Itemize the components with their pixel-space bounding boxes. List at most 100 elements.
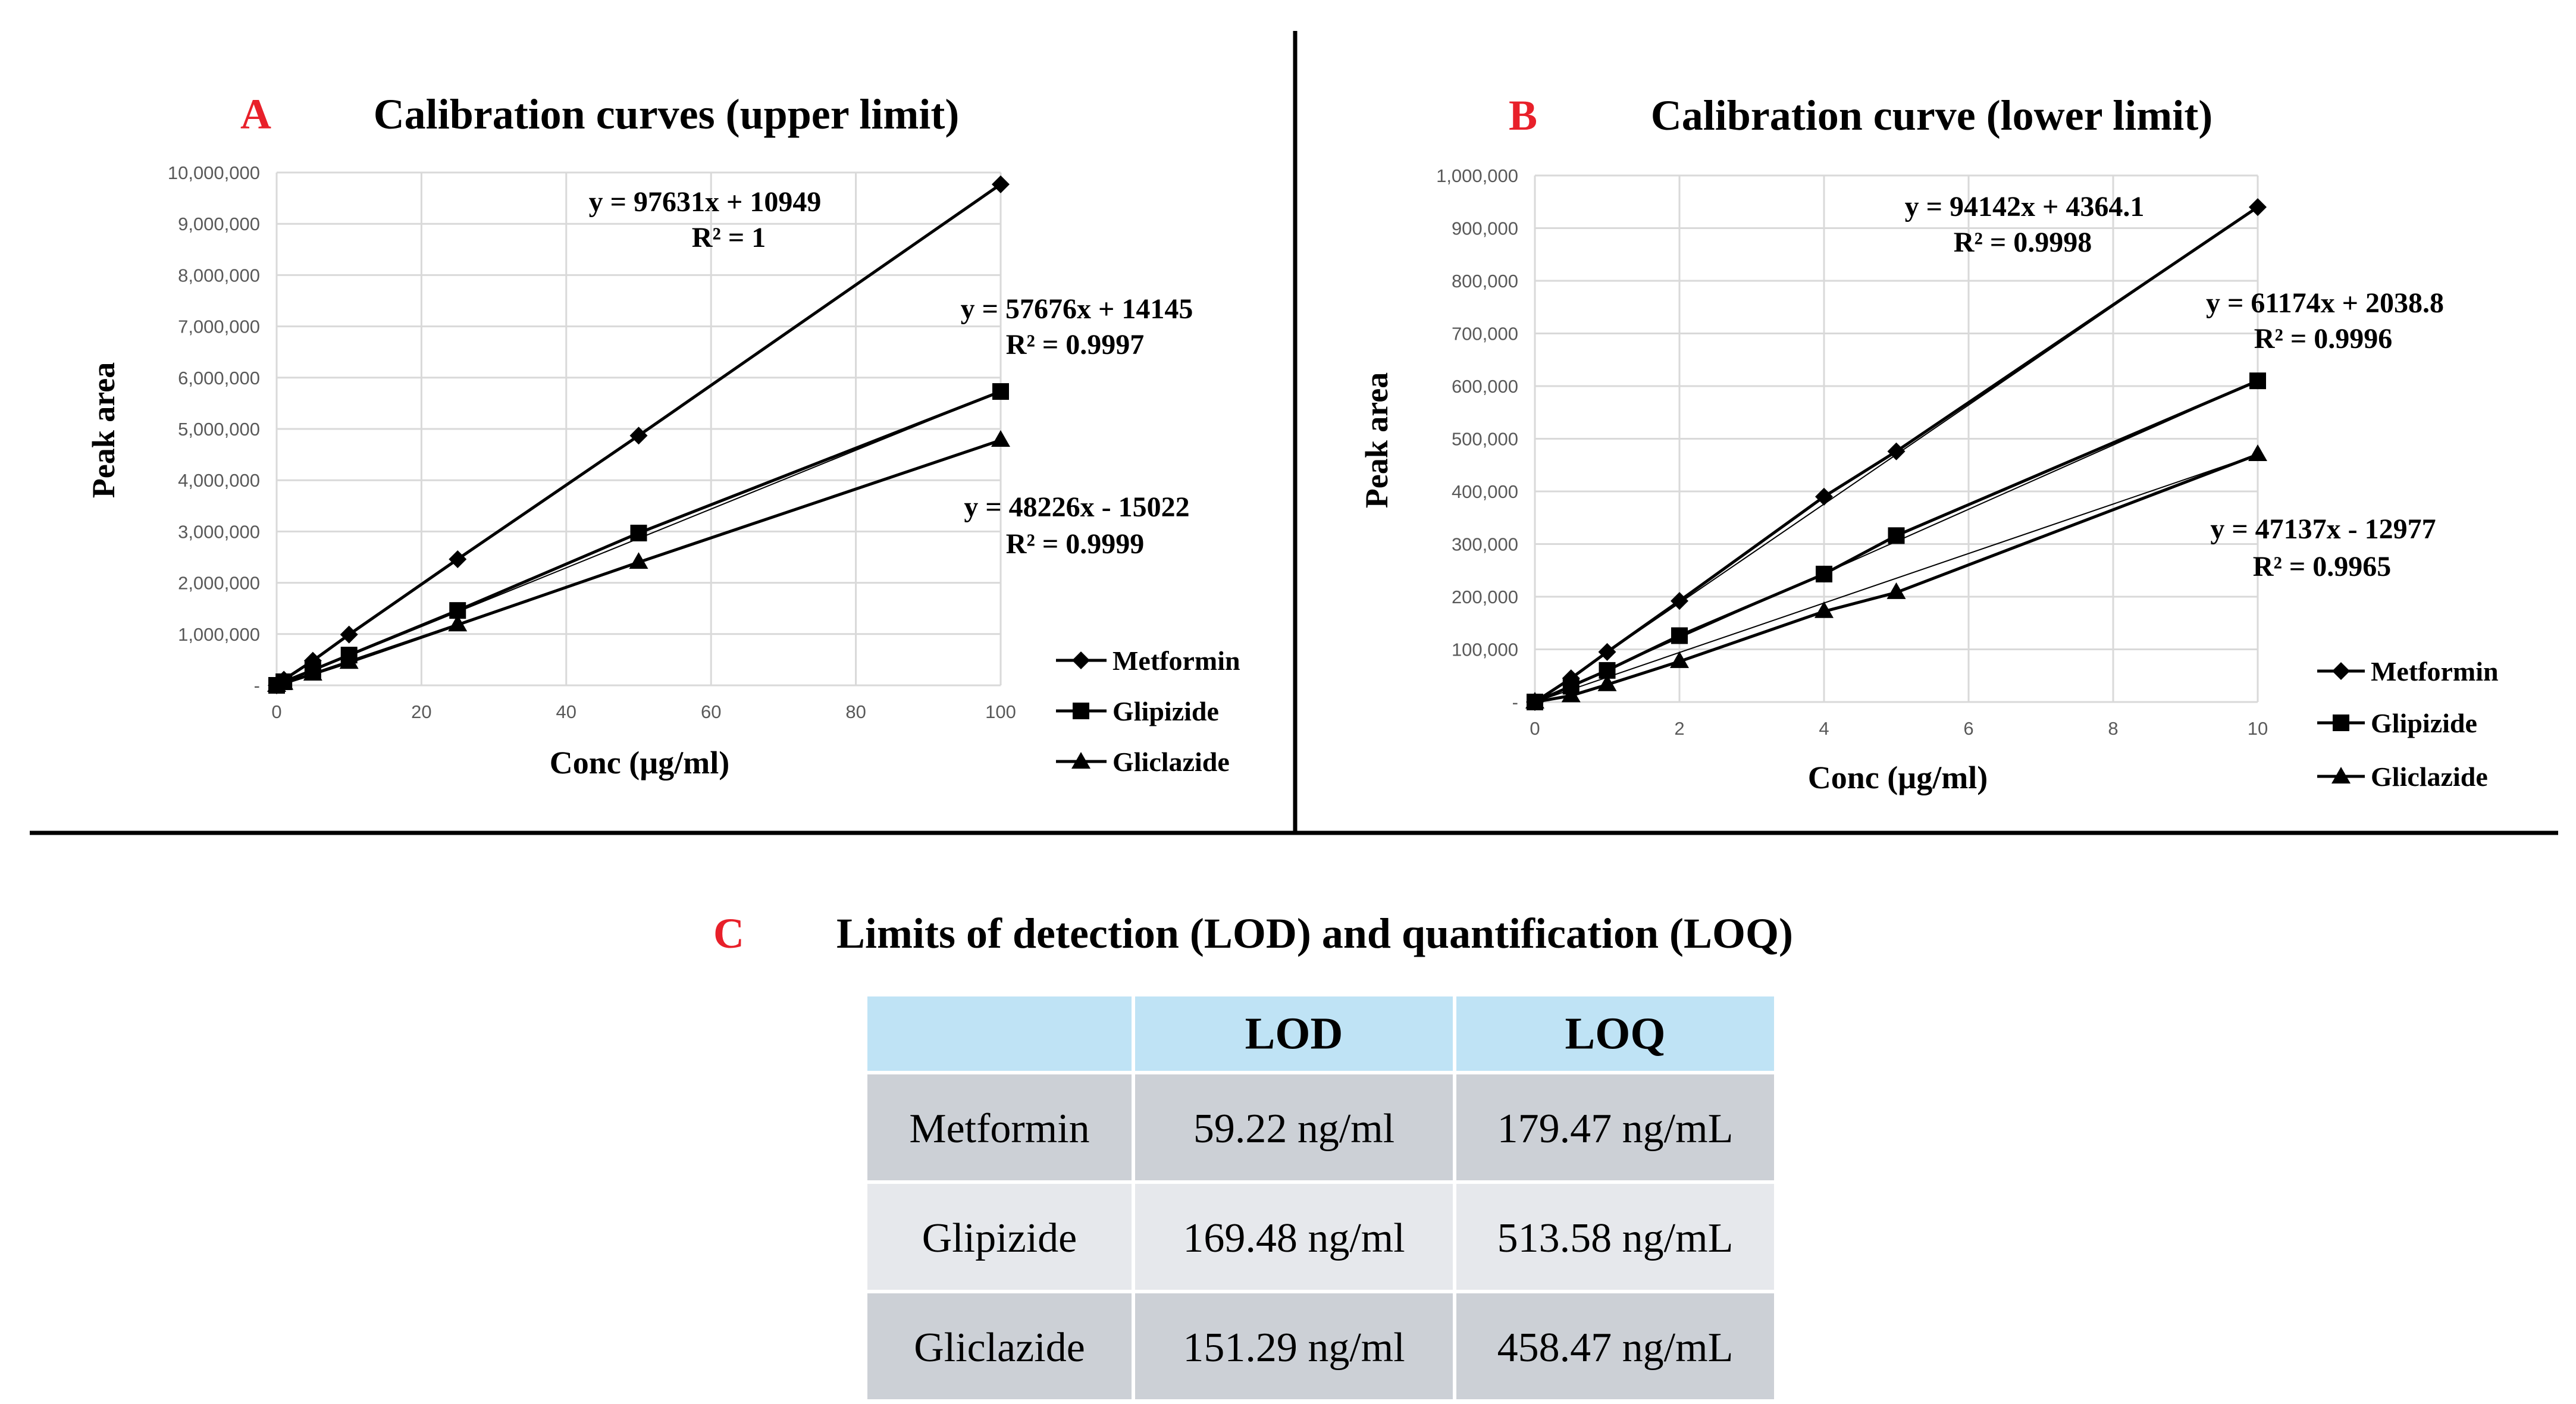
panel-a-equation-glipizide-line2: R² = 0.9997 xyxy=(1006,329,1144,361)
panel-b-x-tick-label: 0 xyxy=(1530,718,1540,739)
panel-b-legend-glipizide-label: Glipizide xyxy=(2371,708,2477,738)
panel-a-legend-gliclazide: Gliclazide xyxy=(1056,747,1230,777)
panel-a-y-tick-label: 4,000,000 xyxy=(178,470,260,491)
panel-b-point-glipizide xyxy=(1816,565,1832,582)
panel-a-y-tick-label: 8,000,000 xyxy=(178,265,260,286)
panel-a-title: Calibration curves (upper limit) xyxy=(374,90,960,138)
table-cell-value: 151.29 ng/ml xyxy=(1183,1325,1405,1371)
panel-a-x-tick-label: 20 xyxy=(411,701,431,722)
panel-b-x-axis-label: Conc (µg/ml) xyxy=(1808,760,1988,795)
panel-b-equation-glipizide: y = 61174x + 2038.8 R² = 0.9996 xyxy=(2206,287,2444,355)
panel-a-series-metformin xyxy=(268,175,1010,694)
panel-a-equation-gliclazide: y = 48226x - 15022 R² = 0.9999 xyxy=(964,491,1189,560)
table-header-row: LOD LOQ xyxy=(864,993,1778,1074)
panel-b-point-metformin xyxy=(2249,198,2267,217)
panel-a-point-glipizide xyxy=(992,383,1009,400)
panel-b-trendline-gliclazide xyxy=(1534,454,2258,703)
panel-b-letter: B xyxy=(1509,92,1537,139)
panel-a-y-tick-label: 7,000,000 xyxy=(178,316,260,337)
table-row-label: Glipizide xyxy=(922,1215,1077,1261)
panel-a-series-gliclazide xyxy=(267,430,1010,692)
panel-a-y-tick-label: 5,000,000 xyxy=(178,419,260,440)
panel-a-point-metformin xyxy=(340,625,358,644)
panel-b-point-metformin xyxy=(1671,592,1688,610)
panel-b-equation-gliclazide: y = 47137x - 12977 R² = 0.9965 xyxy=(2210,513,2436,582)
panel-b-point-metformin xyxy=(1815,487,1833,506)
panel-b-y-tick-label: 600,000 xyxy=(1452,376,1518,397)
panel-a-y-tick-label: - xyxy=(254,675,260,696)
panel-b-point-gliclazide xyxy=(1525,692,1544,709)
panel-a-y-tick-label: 3,000,000 xyxy=(178,521,260,542)
panel-b-y-tick-label: 400,000 xyxy=(1452,481,1518,502)
table-header-label: LOQ xyxy=(1565,1009,1666,1059)
panel-b-y-tick-label: - xyxy=(1512,692,1518,713)
table-cell xyxy=(1132,1071,1456,1184)
panel-a-equation-metformin: y = 97631x + 10949 R² = 1 xyxy=(589,186,822,253)
panel-b-y-tick-label: 700,000 xyxy=(1452,324,1518,344)
panel-b-y-tick-label: 800,000 xyxy=(1452,271,1518,292)
panel-a-x-tick-label: 40 xyxy=(556,701,576,722)
table-cell-value: 179.47 ng/mL xyxy=(1497,1106,1734,1152)
panel-b-point-metformin xyxy=(1887,442,1906,460)
panel-a-y-tick-label: 1,000,000 xyxy=(178,624,260,645)
table-cell-value: 458.47 ng/mL xyxy=(1497,1325,1734,1371)
panel-a-legend-metformin-label: Metformin xyxy=(1112,645,1240,676)
panel-b-y-axis-label: Peak area xyxy=(1359,372,1394,508)
panel-a-equation-gliclazide-line1: y = 48226x - 15022 xyxy=(964,491,1189,523)
panel-b-legend-metformin: Metformin xyxy=(2317,656,2499,687)
panel-b-point-gliclazide xyxy=(1561,685,1581,703)
panel-b-y-tick-label: 100,000 xyxy=(1452,640,1518,660)
table-cell xyxy=(1453,1071,1778,1184)
panel-b-equation-gliclazide-line1: y = 47137x - 12977 xyxy=(2210,513,2436,545)
panel-a-point-gliclazide xyxy=(274,673,294,690)
panel-b-point-glipizide xyxy=(1671,627,1688,644)
panel-a-point-metformin xyxy=(629,427,648,445)
panel-a-point-gliclazide xyxy=(629,552,648,569)
square-marker-icon xyxy=(1073,703,1089,719)
panel-a-legend-gliclazide-label: Gliclazide xyxy=(1112,747,1230,777)
panel-b-point-glipizide xyxy=(2249,372,2266,390)
panel-b-x-tick-label: 2 xyxy=(1674,718,1684,739)
panel-b-point-glipizide xyxy=(1888,527,1905,544)
panel-a-x-axis-label: Conc (µg/ml) xyxy=(550,745,730,781)
panel-b-point-gliclazide xyxy=(1670,651,1689,668)
panel-b-legend-glipizide: Glipizide xyxy=(2317,708,2477,738)
table-cell-value: 59.22 ng/ml xyxy=(1193,1106,1394,1152)
panel-a-legend-glipizide: Glipizide xyxy=(1056,696,1219,726)
panel-b-y-tick-label: 900,000 xyxy=(1452,218,1518,239)
panel-b-legend-gliclazide-label: Gliclazide xyxy=(2371,761,2488,792)
panel-b-legend-metformin-label: Metformin xyxy=(2371,656,2499,687)
panel-a-legend: Metformin Glipizide Gliclazide xyxy=(1056,645,1240,777)
panel-b-y-tick-label: 500,000 xyxy=(1452,429,1518,450)
panel-a-point-metformin xyxy=(449,550,467,568)
triangle-marker-icon xyxy=(1071,752,1090,769)
table-row: Glipizide 169.48 ng/ml 513.58 ng/mL xyxy=(864,1180,1778,1293)
panel-b-equation-metformin: y = 94142x + 4364.1 R² = 0.9998 xyxy=(1905,191,2145,258)
panel-b-y-tick-label: 1,000,000 xyxy=(1436,165,1518,186)
panel-b-point-gliclazide xyxy=(1815,601,1834,618)
panel-b-point-gliclazide xyxy=(2248,444,2267,462)
panel-a-point-metformin xyxy=(992,175,1010,193)
panel-a-point-gliclazide xyxy=(303,664,322,681)
square-marker-icon xyxy=(2333,714,2349,731)
panel-b-point-gliclazide xyxy=(1886,582,1906,599)
panel-a-point-glipizide xyxy=(630,524,647,541)
panel-a-letter: A xyxy=(240,90,271,138)
panel-b-legend: Metformin Glipizide Gliclazide xyxy=(2317,656,2499,792)
panel-b-equation-glipizide-line1: y = 61174x + 2038.8 xyxy=(2206,287,2444,319)
panel-b-x-tick-label: 10 xyxy=(2248,718,2268,739)
panel-c-title: Limits of detection (LOD) and quantifica… xyxy=(836,910,1793,957)
panel-a-equation-glipizide-line1: y = 57676x + 14145 xyxy=(961,293,1193,325)
table-cell xyxy=(864,1071,1135,1184)
panel-b-y-tick-label: 300,000 xyxy=(1452,534,1518,555)
table-header-cell xyxy=(864,993,1135,1074)
panel-a-x-tick-label: 80 xyxy=(845,701,866,722)
panel-b-x-tick-label: 8 xyxy=(2108,718,2118,739)
table-cell-value: 513.58 ng/mL xyxy=(1497,1215,1734,1261)
panel-b-equation-metformin-line1: y = 94142x + 4364.1 xyxy=(1905,191,2145,222)
panel-b-plot: - 100,000 200,000 300,000 400,000 500,000 600,… xyxy=(1436,165,2268,739)
diamond-marker-icon xyxy=(2332,662,2350,680)
panel-c: C Limits of detection (LOD) and quantifi… xyxy=(713,910,1793,1403)
lod-loq-table: LOD LOQ Metformin 59.22 ng/ml 179.47 ng/mL Gl… xyxy=(864,993,1778,1403)
table-cell-value: 169.48 ng/ml xyxy=(1183,1215,1405,1261)
